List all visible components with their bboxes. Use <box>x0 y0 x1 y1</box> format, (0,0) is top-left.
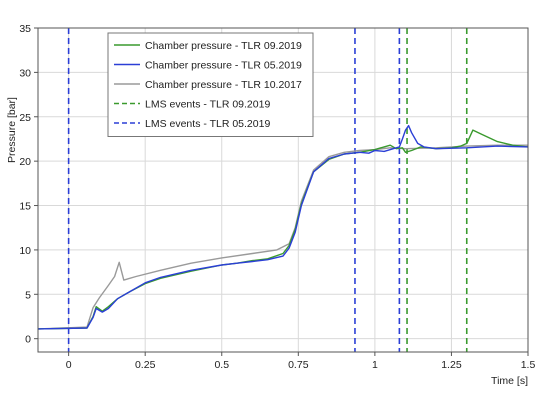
x-tick-label: 1.5 <box>521 359 536 371</box>
x-tick-label: 0.25 <box>135 359 156 371</box>
y-tick-label: 5 <box>25 289 31 301</box>
legend-label: LMS events - TLR 09.2019 <box>145 99 270 111</box>
y-tick-label: 0 <box>25 334 31 346</box>
legend-box <box>107 32 314 137</box>
series-lines <box>37 124 529 330</box>
legend-label: Chamber pressure - TLR 05.2019 <box>145 60 302 72</box>
x-tick-label: 0 <box>66 359 72 371</box>
event-lines <box>67 28 468 352</box>
legend: Chamber pressure - TLR 09.2019 Chamber pr… <box>107 32 314 137</box>
legend-label: LMS events - TLR 05.2019 <box>145 118 270 130</box>
y-tick-label: 25 <box>19 112 31 124</box>
x-axis-label: Time [s] <box>491 375 528 387</box>
y-tick-label: 20 <box>19 156 31 168</box>
y-tick-label: 10 <box>19 245 31 257</box>
y-tick-label: 30 <box>19 67 31 79</box>
x-tick-label: 0.75 <box>288 359 309 371</box>
y-axis-ticks: 0 5 10 15 20 25 30 35 <box>19 23 38 346</box>
series-line <box>37 124 529 330</box>
plot-frame <box>37 27 529 353</box>
x-axis-ticks: 0 0.25 0.5 0.75 1 1.25 1.5 <box>66 352 536 371</box>
y-axis-label: Pressure [bar] <box>6 97 18 163</box>
y-tick-label: 35 <box>19 23 31 35</box>
legend-label: Chamber pressure - TLR 09.2019 <box>145 40 302 52</box>
x-tick-label: 1 <box>372 359 378 371</box>
y-tick-label: 15 <box>19 201 31 213</box>
x-tick-label: 0.5 <box>214 359 229 371</box>
legend-label: Chamber pressure - TLR 10.2017 <box>145 79 302 91</box>
x-tick-label: 1.25 <box>441 359 462 371</box>
